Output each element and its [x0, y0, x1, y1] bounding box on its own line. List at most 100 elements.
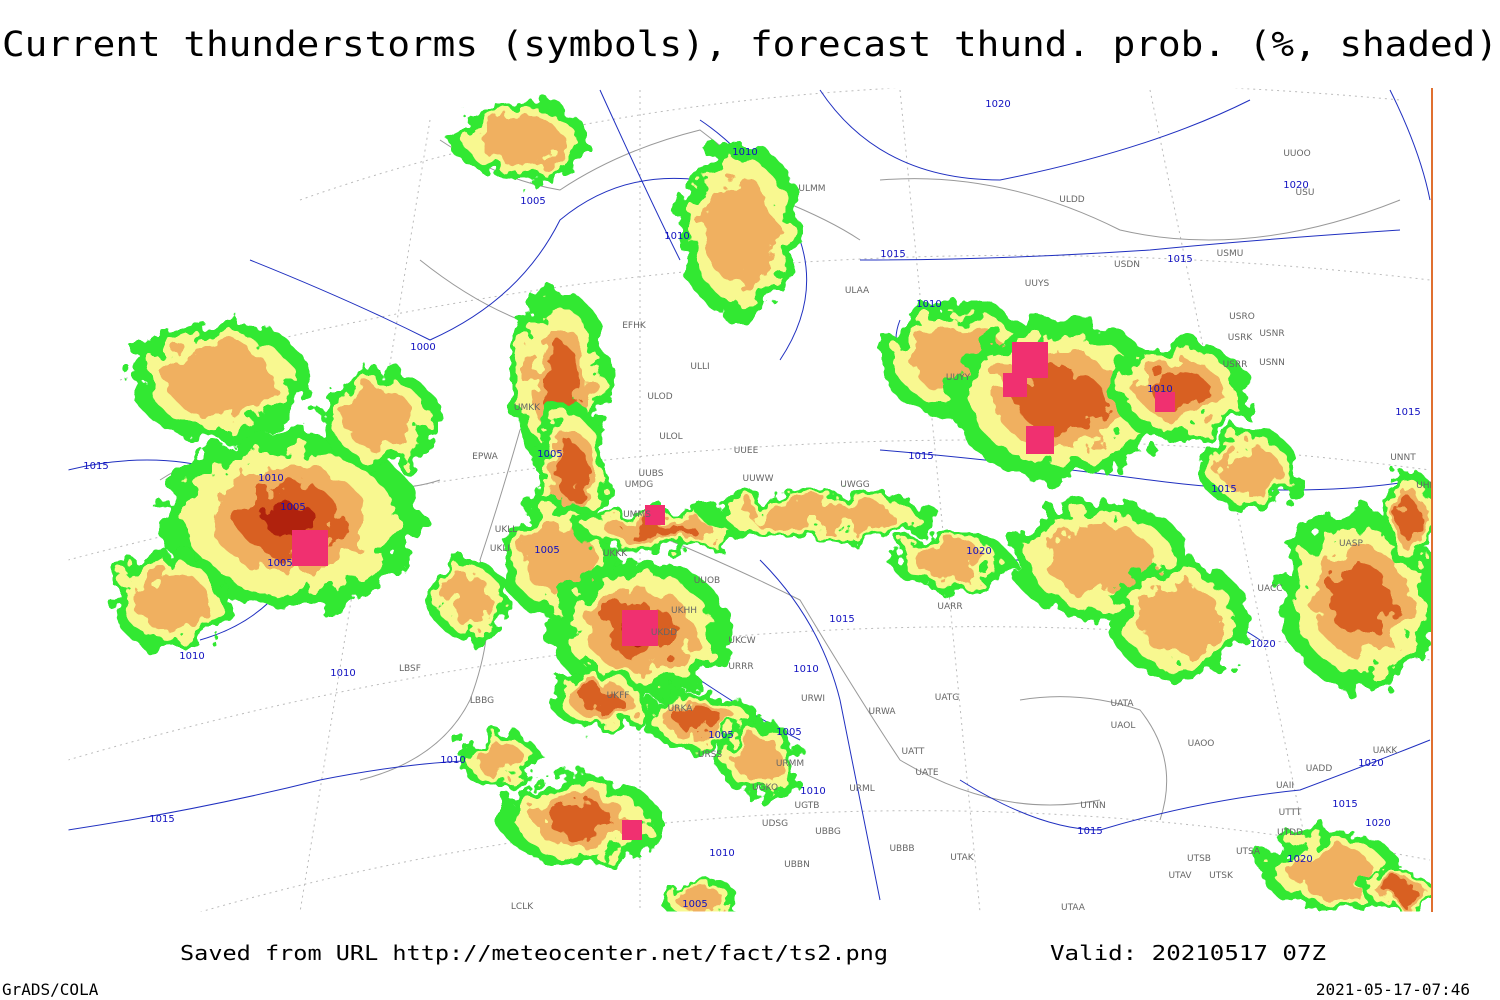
station-label: UTNN [1080, 801, 1106, 811]
map-labels: 1020 1010 1005 1010 1015 1015 1020 1000 1010 1010… [83, 99, 1442, 913]
isobar-label: 1015 [1167, 254, 1192, 265]
isobar-label: 1010 [179, 651, 204, 662]
graticule [68, 88, 1431, 912]
station-label: URMM [776, 759, 804, 769]
shade-2 [1220, 446, 1280, 494]
station-label: UBBG [815, 827, 841, 837]
shade-3 [580, 688, 620, 712]
station-label: UMMS [623, 510, 651, 520]
isobar-label: 1005 [537, 449, 562, 460]
station-label: EFHK [622, 321, 647, 331]
station-label: LBBG [470, 696, 494, 706]
shade-2 [1046, 524, 1154, 596]
station-label: UKKK [603, 549, 628, 559]
station-label: LCLK [511, 902, 534, 912]
station-label: UTTT [1279, 808, 1302, 818]
storm-symbol [1012, 342, 1048, 378]
storm-symbol [645, 505, 665, 525]
station-label: UADD [1306, 764, 1333, 774]
isobar-label: 1015 [1332, 799, 1357, 810]
isobar-label: 1020 [1358, 758, 1383, 769]
isobar-label: 1010 [330, 668, 355, 679]
isobar-label: 1015 [1211, 484, 1236, 495]
isobar-label: 1005 [682, 899, 707, 910]
station-label: UAKK [1373, 746, 1399, 756]
station-label: UUOB [694, 576, 720, 586]
station-label: UWGG [840, 480, 869, 490]
station-label: ULOD [647, 392, 672, 402]
station-label: UAII [1276, 781, 1294, 791]
valid-time: Valid: 20210517 07Z [1050, 941, 1326, 965]
station-label: UUYS [1025, 279, 1050, 289]
isobar-label: 1010 [709, 848, 734, 859]
station-label: UACC [1257, 584, 1282, 594]
station-label: UKHH [671, 606, 697, 616]
station-label: UTSA [1236, 847, 1261, 857]
storm-symbol [1003, 373, 1027, 397]
station-label: URSS [698, 750, 723, 760]
isobar-label: 1010 [793, 664, 818, 675]
station-label: URML [849, 784, 875, 794]
station-label: UKDD [651, 628, 677, 638]
isobar-label: 1010 [1147, 384, 1172, 395]
isobar-label: 1015 [1077, 826, 1102, 837]
isobar-label: 1020 [1365, 818, 1390, 829]
shade-2 [344, 390, 416, 450]
storm-symbol [622, 820, 642, 840]
station-label: UMKK [514, 403, 541, 413]
isobar-label: 1020 [1283, 180, 1308, 191]
shade-2 [704, 176, 776, 284]
station-label: UGKO [752, 783, 778, 793]
shade-2 [676, 888, 724, 912]
thunderstorm-symbols [292, 342, 1175, 840]
storm-symbol [292, 530, 328, 566]
station-label: EPWA [472, 452, 499, 462]
shade-3 [540, 344, 580, 416]
isobar-label: 1020 [1250, 639, 1275, 650]
station-label: UTSB [1187, 854, 1211, 864]
station-label: UBBN [784, 860, 810, 870]
station-label: UKFF [607, 691, 630, 701]
station-label: UHBB [1416, 481, 1442, 491]
shade-3 [1384, 882, 1416, 898]
station-label: ULDD [1059, 195, 1085, 205]
station-label: USMU [1217, 249, 1244, 259]
station-label: USRK [1228, 333, 1254, 343]
storm-symbol [1155, 392, 1175, 412]
station-label: UKLI [490, 544, 510, 554]
isobar-label: 1020 [985, 99, 1010, 110]
isobar-label: 1010 [664, 231, 689, 242]
shade-2 [134, 570, 206, 630]
station-label: UATA [1110, 699, 1134, 709]
isobar-label: 1015 [880, 249, 905, 260]
shade-3 [1328, 564, 1392, 636]
shade-2 [748, 500, 892, 530]
storm-symbol [1026, 426, 1054, 454]
station-label: UATT [902, 747, 925, 757]
station-label: UUOO [1283, 149, 1310, 159]
source-url: Saved from URL http://meteocenter.net/fa… [180, 941, 888, 965]
station-label: USNR [1259, 329, 1284, 339]
isobar-label: 1015 [1395, 407, 1420, 418]
map-area: 1020 1010 1005 1010 1015 1015 1020 1000 1010 1010… [68, 88, 1442, 913]
map-title: Current thunderstorms (symbols), forecas… [2, 25, 1498, 65]
station-label: UBBB [889, 844, 914, 854]
station-label: UTAA [1061, 903, 1086, 913]
isobar-label: 1020 [1287, 854, 1312, 865]
station-label: ULOL [659, 432, 682, 442]
isobar-label: 1005 [534, 545, 559, 556]
shade-3 [556, 442, 584, 498]
station-label: URWI [801, 694, 825, 704]
shade-2 [1288, 846, 1372, 894]
shade-3 [1016, 368, 1104, 432]
station-label: UAOO [1188, 739, 1215, 749]
shade-3 [624, 521, 696, 539]
station-label: UARR [937, 602, 962, 612]
station-label: ULLI [690, 362, 709, 372]
station-label: URRR [728, 662, 753, 672]
station-label: UUYY [946, 373, 971, 383]
station-label: UKCW [728, 636, 755, 646]
credit: GrADS/COLA [2, 980, 99, 999]
isobar-label: 1015 [829, 614, 854, 625]
isobar-label: 1010 [440, 755, 465, 766]
